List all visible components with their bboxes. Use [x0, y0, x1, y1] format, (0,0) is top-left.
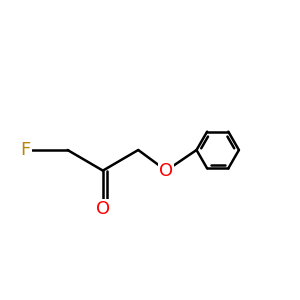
Text: O: O: [159, 162, 173, 180]
Text: O: O: [96, 200, 110, 218]
Text: F: F: [20, 141, 31, 159]
